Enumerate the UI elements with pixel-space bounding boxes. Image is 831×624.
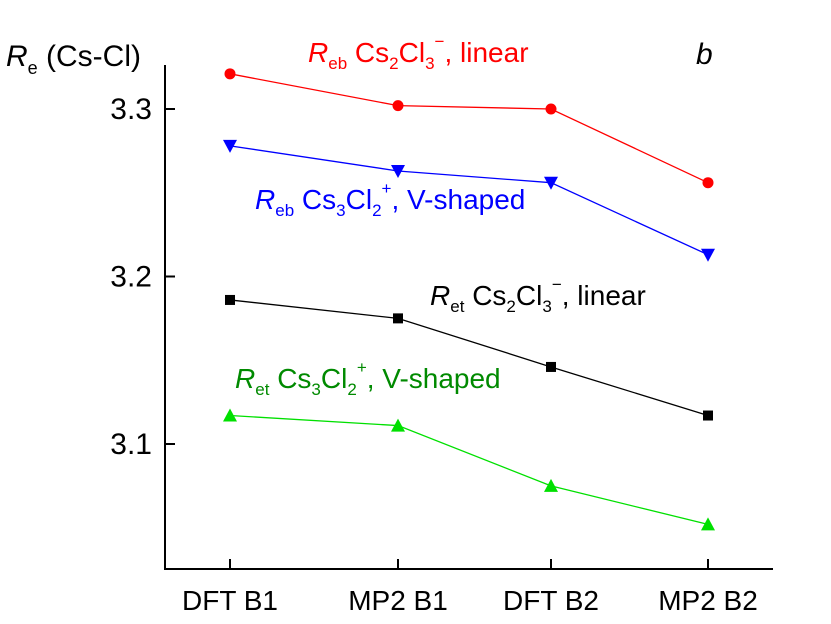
label-reb-cs2cl3-sub3: 3 xyxy=(425,54,434,73)
reb-cs3cl2-point-dft-b1 xyxy=(223,139,237,153)
series-reb-cs2cl3 xyxy=(224,68,714,189)
label-ret-cs2cl3-sub2: 2 xyxy=(506,297,515,316)
label-reb-cs3cl2-t3: , V-shaped xyxy=(391,184,525,215)
ret-cs3cl2-point-mp2-b2 xyxy=(701,517,715,531)
x-tick-marks xyxy=(229,559,709,569)
label-reb-cs3cl2-t2: Cl xyxy=(346,184,372,215)
x-tick-label-dft-b2: DFT B2 xyxy=(503,585,599,616)
x-tick-label-dft-b1: DFT B1 xyxy=(182,585,278,616)
label-ret-cs3cl2-main: R xyxy=(235,363,255,394)
ret-cs3cl2-point-mp2-b1 xyxy=(391,418,405,432)
ret-cs3cl2-point-dft-b2 xyxy=(544,478,558,492)
reb-cs2cl3-point-mp2-b2 xyxy=(702,177,714,189)
series-ret-cs3cl2 xyxy=(223,408,715,531)
reb-cs3cl2-point-mp2-b1 xyxy=(391,164,405,178)
label-reb-cs2cl3-t2: Cl xyxy=(399,37,425,68)
ret-cs2cl3-point-dft-b1 xyxy=(225,294,235,305)
x-tick-label-mp2-b2: MP2 B2 xyxy=(658,585,758,616)
label-ret-cs3cl2-sub1: et xyxy=(255,380,269,399)
y-axis-title: Re (Cs-Cl) xyxy=(6,40,141,78)
label-ret-cs2cl3-sup: − xyxy=(552,275,562,294)
y-tick-label-3.2: 3.2 xyxy=(110,261,152,294)
label-reb-cs2cl3-sup: − xyxy=(435,32,445,51)
reb-cs3cl2-point-dft-b2 xyxy=(544,176,558,190)
ret-cs3cl2-line xyxy=(229,414,709,526)
label-reb-cs3cl2: Reb Cs3Cl2+, V-shaped xyxy=(255,179,525,220)
label-reb-cs2cl3: Reb Cs2Cl3−, linear xyxy=(308,32,529,73)
reb-cs2cl3-point-dft-b1 xyxy=(224,68,236,80)
series-ret-cs2cl3 xyxy=(225,294,713,421)
y-axis-title-rest: (Cs-Cl) xyxy=(38,40,141,73)
panel-label: b xyxy=(696,38,713,71)
label-ret-cs2cl3-main: R xyxy=(430,280,450,311)
reb-cs3cl2-point-mp2-b2 xyxy=(701,248,715,262)
ret-cs2cl3-line xyxy=(229,299,709,417)
label-reb-cs2cl3-t3: , linear xyxy=(444,37,528,68)
label-reb-cs3cl2-sub1: eb xyxy=(275,201,294,220)
y-tick-marks xyxy=(165,108,175,445)
label-reb-cs2cl3-main: R xyxy=(308,37,328,68)
label-ret-cs2cl3-sub3: 3 xyxy=(542,297,551,316)
label-reb-cs3cl2-sup: + xyxy=(382,179,392,198)
reb-cs2cl3-point-dft-b2 xyxy=(545,103,557,115)
label-reb-cs2cl3-sub2: 2 xyxy=(389,54,398,73)
label-reb-cs3cl2-main: R xyxy=(255,184,275,215)
label-ret-cs3cl2-t1: Cs xyxy=(269,363,311,394)
label-ret-cs2cl3-sub1: et xyxy=(450,297,464,316)
label-ret-cs3cl2-t3: , V-shaped xyxy=(367,363,501,394)
ret-cs3cl2-point-dft-b1 xyxy=(223,408,237,422)
label-reb-cs3cl2-sub2: 3 xyxy=(336,201,345,220)
label-reb-cs2cl3-t1: Cs xyxy=(347,37,389,68)
label-ret-cs3cl2-sup: + xyxy=(357,358,367,377)
x-tick-label-mp2-b1: MP2 B1 xyxy=(348,585,448,616)
label-ret-cs3cl2-sub3: 2 xyxy=(347,380,356,399)
reb-cs2cl3-point-mp2-b1 xyxy=(392,100,404,112)
reb-cs3cl2-line xyxy=(229,145,709,256)
y-axis-title-sub: e xyxy=(28,58,38,78)
label-ret-cs2cl3-t2: Cl xyxy=(516,280,542,311)
label-ret-cs3cl2: Ret Cs3Cl2+, V-shaped xyxy=(235,358,501,399)
y-tick-label-3.1: 3.1 xyxy=(110,428,152,461)
y-tick-label-3.3: 3.3 xyxy=(110,93,152,126)
x-tick-labels: DFT B1 MP2 B1 DFT B2 MP2 B2 xyxy=(182,585,758,616)
label-ret-cs2cl3-t1: Cs xyxy=(464,280,506,311)
y-tick-labels: 3.1 3.2 3.3 xyxy=(110,93,152,461)
label-reb-cs3cl2-t1: Cs xyxy=(294,184,336,215)
y-axis-title-main: R xyxy=(6,40,28,73)
label-ret-cs3cl2-sub2: 3 xyxy=(311,380,320,399)
label-reb-cs2cl3-sub1: eb xyxy=(328,54,347,73)
ret-cs2cl3-point-dft-b2 xyxy=(546,361,556,372)
ret-cs2cl3-point-mp2-b2 xyxy=(703,410,713,421)
label-reb-cs3cl2-sub3: 2 xyxy=(372,201,381,220)
reb-cs2cl3-line xyxy=(229,73,709,184)
ret-cs2cl3-point-mp2-b1 xyxy=(393,313,403,324)
series-reb-cs3cl2 xyxy=(223,139,715,262)
label-ret-cs2cl3: Ret Cs2Cl3−, linear xyxy=(430,275,646,316)
label-ret-cs3cl2-t2: Cl xyxy=(321,363,347,394)
label-ret-cs2cl3-t3: , linear xyxy=(562,280,646,311)
